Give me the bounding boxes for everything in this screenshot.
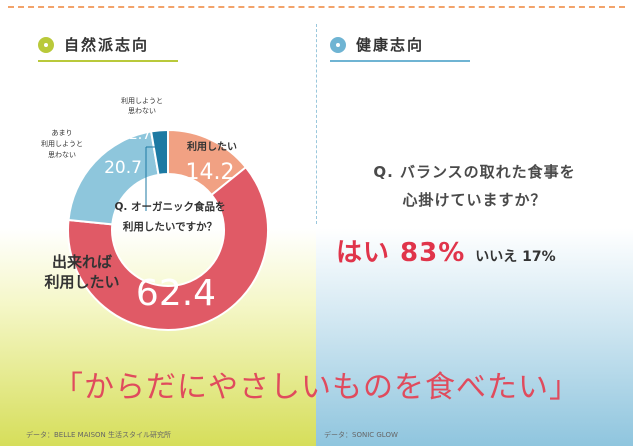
slice-label-if-possible-line1: 出来れば — [52, 253, 112, 271]
right-question-line2: 心掛けていますか？ — [402, 191, 547, 209]
right-question: Q. バランスの取れた食事を 心掛けていますか？ — [316, 158, 633, 214]
left-title-underline — [38, 60, 178, 62]
top-dashed-border — [8, 6, 625, 8]
slice-label-rarely-line1: あまり — [52, 129, 73, 137]
donut-slices — [67, 128, 269, 331]
blue-ring-icon — [330, 36, 346, 53]
slice-value-rarely: 20.7 — [104, 158, 142, 178]
right-panel-background — [316, 228, 633, 446]
left-panel-background — [0, 228, 316, 446]
answer-no: いいえ 17% — [475, 249, 556, 265]
right-source: データ：SONIC GLOW — [324, 431, 398, 439]
slice-label-never-line1: 利用しようと — [121, 96, 163, 105]
slice-value-if-possible: 62.4 — [136, 273, 216, 314]
right-section-title-text: 健康志向 — [356, 36, 425, 54]
headline: 「からだにやさしいものを食べたい」 — [53, 370, 580, 405]
donut-slice-3 — [149, 128, 169, 176]
left-section-title: 自然派志向 — [38, 34, 178, 62]
right-title-underline — [330, 60, 470, 62]
slice-label-never-line2: 思わない — [128, 107, 156, 115]
left-source: データ：BELLE MAISON 生活スタイル研究所 — [26, 431, 171, 439]
donut-slice-1 — [67, 165, 269, 331]
slice-value-use: 14.2 — [186, 160, 235, 185]
green-ring-icon — [38, 36, 54, 53]
slice-label-if-possible-line2: 利用したい — [44, 273, 119, 291]
slice-label-rarely-line3: 思わない — [48, 151, 76, 159]
left-question-line1: Q. オーガニック食品を — [114, 200, 225, 213]
answer-yes: はい 83% — [336, 238, 466, 268]
left-section-title-text: 自然派志向 — [64, 36, 150, 54]
slice-label-rarely-line2: 利用しようと — [41, 139, 83, 148]
right-question-line1: Q. バランスの取れた食事を — [373, 163, 576, 181]
slice-value-never: 2.7 — [129, 127, 151, 143]
left-question-line2: 利用したいですか？ — [123, 220, 217, 233]
slice-label-use: 利用したい — [187, 140, 237, 153]
right-section-title: 健康志向 — [330, 34, 470, 62]
right-answer: はい 83% いいえ 17% — [336, 232, 556, 269]
panel-divider — [316, 24, 317, 224]
donut-chart: 利用したい 14.2 出来れば 利用したい 62.4 あまり 利用しようと 思わ… — [41, 96, 269, 331]
